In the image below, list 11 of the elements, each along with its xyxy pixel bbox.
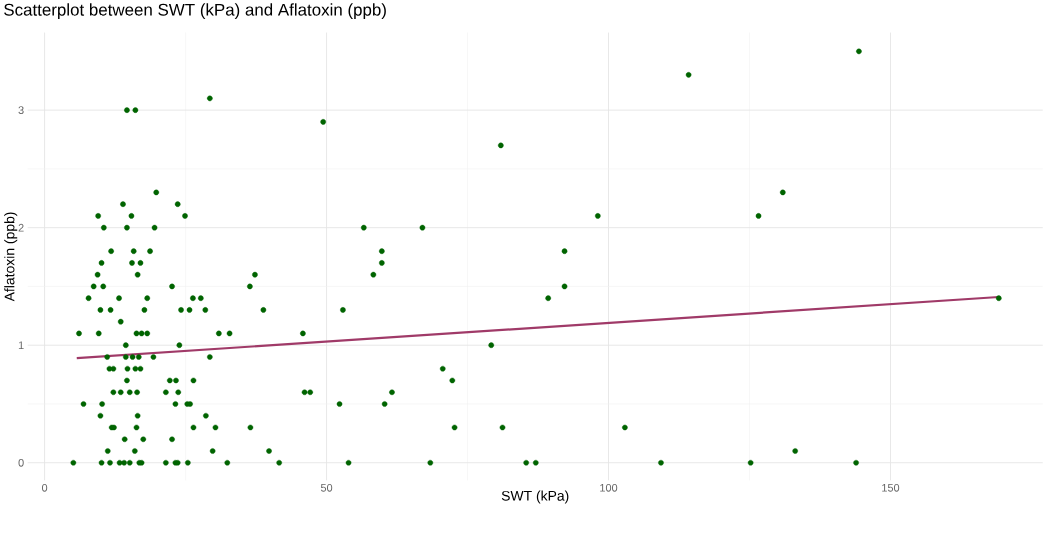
x-tick-label: 0 [41,483,48,492]
x-tick-label: 100 [600,483,618,492]
y-tick-label: 1 [18,341,24,349]
y-axis-title: Aflatoxin (ppb) [4,212,18,302]
y-tick-label: 0 [18,458,24,467]
y-tick-label: 2 [18,223,24,232]
x-tick-label: 50 [320,483,333,492]
x-tick-label: 150 [882,483,900,492]
y-tick-label: 3 [18,106,24,114]
chart-title: Scatterplot between SWT (kPa) and Aflatoxin (ppb) [4,3,386,19]
x-axis-title: SWT (kPa) [501,490,569,504]
